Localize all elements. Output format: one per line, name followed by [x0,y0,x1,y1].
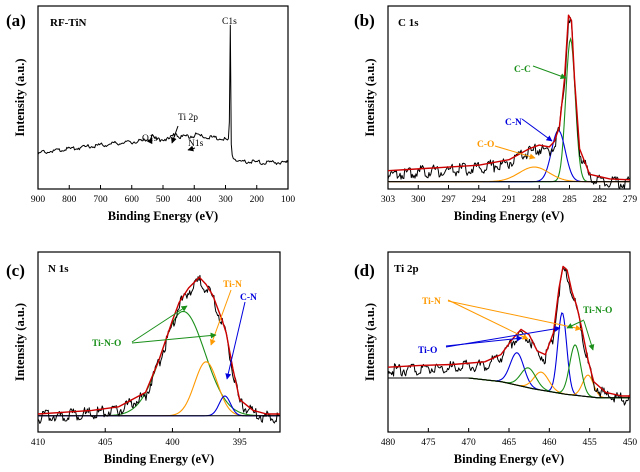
panel-letter: (d) [354,261,375,280]
x-tick-label: 400 [165,438,180,448]
x-tick-label: 400 [187,195,202,205]
x-axis-title: Binding Energy (eV) [104,452,214,466]
series-fit-envelope [388,265,630,397]
annotation-label: C-N [505,118,522,128]
y-axis-title: Intensity (a.u.) [363,58,377,136]
plot-frame [387,5,631,190]
x-tick-label: 460 [542,438,557,448]
x-axis-title: Binding Energy (eV) [108,209,218,223]
panel-title: RF-TiN [50,17,87,29]
annotation-arrow [170,125,179,144]
panel-title: Ti 2p [394,263,419,275]
annotation-label: Ti 2p [178,113,198,123]
plot-area [38,24,288,166]
annotation-arrow [131,332,217,344]
series-fit-envelope [388,14,630,181]
x-tick-label: 475 [421,438,436,448]
annotation-arrow [566,319,585,329]
x-tick-label: 600 [125,195,140,205]
x-tick-label: 285 [562,195,577,205]
x-tick-label: 297 [441,195,456,205]
component-peak-ti-o [388,352,630,399]
annotation-label: C-O [477,140,494,150]
annotation-arrow [532,65,567,79]
x-tick-label: 470 [462,438,477,448]
y-axis-title: Intensity (a.u.) [13,303,27,381]
y-axis-title: Intensity (a.u.) [363,303,377,381]
panel-letter: (a) [6,11,26,30]
x-tick-label: 282 [593,195,608,205]
x-tick-label: 500 [156,195,171,205]
plot-frame [37,251,281,433]
x-tick-label: 465 [502,438,517,448]
panel-letter: (b) [354,11,375,30]
panel-0: 900 800 700 600 500 400 300 200 100 Binding Energ… [6,5,296,223]
annotation-arrow [447,299,529,340]
x-tick-label: 303 [381,195,396,205]
annotation-label: Ti-N-O [92,339,121,349]
x-tick-label: 405 [98,438,113,448]
annotation-arrow [131,305,188,343]
plot-area [388,14,630,189]
component-peak-ti-n [38,361,280,417]
x-tick-label: 300 [411,195,426,205]
series-survey [38,24,288,166]
x-tick-label: 395 [233,438,248,448]
annotation-arrow [521,118,553,142]
panel-title: C 1s [398,17,419,29]
annotation-arrow [146,137,153,145]
annotation-label: Ti-N [223,280,242,290]
x-tick-label: 200 [250,195,265,205]
annotation-label: Ti-N-O [583,306,612,316]
x-tick-label: 100 [281,195,296,205]
plot-frame [37,5,289,190]
annotation-label: C-C [514,65,531,75]
annotation-label: C1s [222,17,237,27]
annotation-label: C-N [240,293,257,303]
annotation-arrow [187,145,196,152]
x-tick-label: 291 [502,195,517,205]
component-peak-c-n [388,129,630,183]
annotation-arrow [494,145,536,160]
x-tick-label: 294 [472,195,487,205]
x-axis-title: Binding Energy (eV) [454,209,564,223]
component-peak-ti-n-o [38,310,280,417]
series-fit-envelope [38,276,280,415]
annotation-label: Ti-N [422,297,441,307]
annotation-label: N1s [188,139,204,149]
x-tick-label: 450 [623,438,638,448]
x-tick-label: 700 [93,195,108,205]
plot-area [38,274,280,424]
x-tick-label: 455 [583,438,598,448]
panel-letter: (c) [6,261,25,280]
annotation-label: Ti-O [418,346,437,356]
x-tick-label: 480 [381,438,396,448]
x-axis-title: Binding Energy (eV) [454,452,564,466]
annotation-arrow [445,325,561,348]
x-tick-label: 800 [62,195,77,205]
y-axis-title: Intensity (a.u.) [13,58,27,136]
x-tick-label: 410 [31,438,46,448]
panel-title: N 1s [48,263,69,275]
annotation-arrow [225,301,246,380]
panel-2: 410 405 400 395 Binding Energy (eV) Intensity… [6,251,281,466]
x-tick-label: 279 [623,195,638,205]
annotation-arrow [583,320,595,351]
x-tick-label: 300 [218,195,233,205]
panel-1: 303 300 297 294 291 288 285 282 279 Binding Energ… [354,5,638,223]
annotation-label: O1s [142,134,158,144]
panel-3: 480 475 470 465 460 455 450 Binding Energy (eV)… [354,251,638,466]
x-tick-label: 900 [31,195,46,205]
series-raw [388,17,630,189]
annotation-arrow [447,300,582,331]
x-tick-label: 288 [532,195,547,205]
series-background [388,377,630,399]
plot-area [388,265,630,406]
